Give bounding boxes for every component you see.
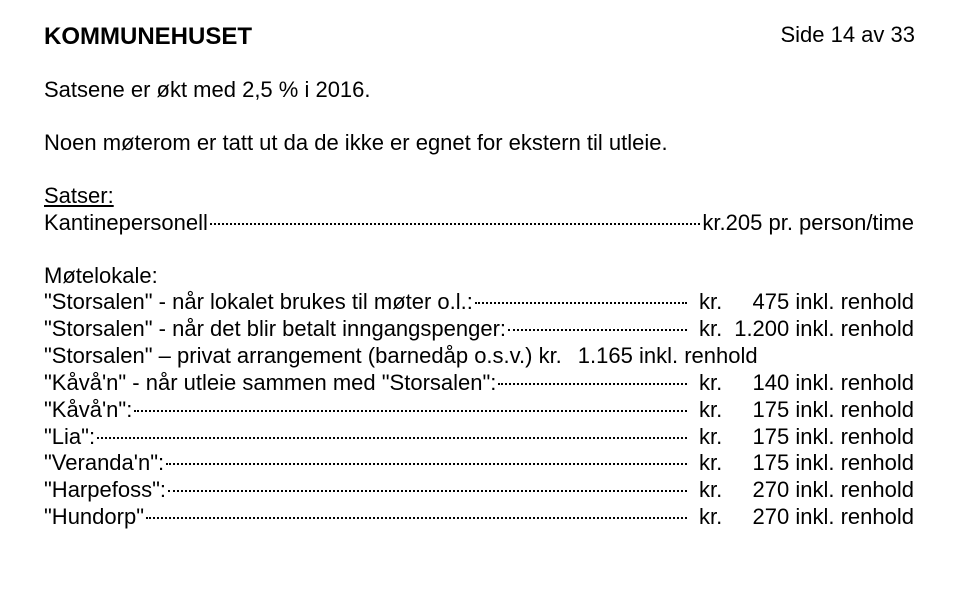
rate-unit: kr. (693, 450, 722, 477)
rate-row: "Hundorp" kr. 270 inkl. renhold (44, 504, 914, 531)
rates-section: Satser: Kantinepersonell kr. 205 pr. per… (44, 183, 915, 237)
intro-1: Satsene er økt med 2,5 % i 2016. (44, 77, 915, 104)
rate-unit: kr. (693, 289, 722, 316)
page-title: KOMMUNEHUSET (44, 22, 252, 51)
kantine-label: Kantinepersonell (44, 210, 208, 237)
rate-unit: kr. (693, 424, 722, 451)
rate-unit: kr. (693, 316, 722, 343)
rate-row: "Storsalen" - når lokalet brukes til møt… (44, 289, 914, 316)
rate-label: "Lia": (44, 424, 95, 451)
rate-label: "Harpefoss": (44, 477, 166, 504)
dot-leader (168, 490, 687, 492)
rate-price: 270 inkl. renhold (734, 477, 914, 504)
dot-leader (508, 329, 687, 331)
rate-price: 1.200 inkl. renhold (734, 316, 914, 343)
rate-price: 175 inkl. renhold (734, 450, 914, 477)
header-line: KOMMUNEHUSET Side 14 av 33 (44, 22, 915, 51)
rate-unit: kr. (693, 370, 722, 397)
rate-price: 175 inkl. renhold (734, 397, 914, 424)
rate-price: 140 inkl. renhold (734, 370, 914, 397)
rate-label: "Veranda'n": (44, 450, 164, 477)
rate-label: "Hundorp" (44, 504, 144, 531)
rate-row: "Storsalen" – privat arrangement (barned… (44, 343, 914, 370)
dot-leader (498, 383, 686, 385)
rates-label: Satser: (44, 183, 915, 210)
page-number: Side 14 av 33 (780, 22, 915, 49)
kantine-row: Kantinepersonell kr. 205 pr. person/time (44, 210, 914, 237)
rate-price: 1.165 inkl. renhold (578, 343, 758, 370)
rate-label: "Kåvå'n": (44, 397, 132, 424)
intro-2: Noen møterom er tatt ut da de ikke er eg… (44, 130, 915, 157)
rate-row: "Kåvå'n": kr. 175 inkl. renhold (44, 397, 914, 424)
rate-row: "Harpefoss": kr. 270 inkl. renhold (44, 477, 914, 504)
lokale-subheading: Møtelokale: (44, 263, 915, 290)
rate-row: "Kåvå'n" - når utleie sammen med "Storsa… (44, 370, 914, 397)
lokale-section: Møtelokale: "Storsalen" - når lokalet br… (44, 263, 915, 531)
rate-unit: kr. (693, 504, 722, 531)
rate-row: "Lia": kr. 175 inkl. renhold (44, 424, 914, 451)
dot-leader (134, 410, 687, 412)
rate-unit: kr. (693, 477, 722, 504)
dot-leader (210, 223, 701, 225)
rate-row: "Storsalen" - når det blir betalt inngan… (44, 316, 914, 343)
dot-leader (475, 302, 687, 304)
kantine-unit: kr. (702, 210, 725, 237)
dot-leader (166, 463, 687, 465)
rate-label: "Kåvå'n" - når utleie sammen med "Storsa… (44, 370, 496, 397)
rate-price: 270 inkl. renhold (734, 504, 914, 531)
dot-leader (146, 517, 687, 519)
kantine-tail: 205 pr. person/time (726, 210, 914, 237)
dot-leader (97, 437, 687, 439)
rate-row: "Veranda'n": kr. 175 inkl. renhold (44, 450, 914, 477)
rate-label: "Storsalen" - når lokalet brukes til møt… (44, 289, 473, 316)
document-page: KOMMUNEHUSET Side 14 av 33 Satsene er øk… (0, 0, 959, 595)
rate-label: "Storsalen" - når det blir betalt inngan… (44, 316, 506, 343)
rate-label: "Storsalen" – privat arrangement (barned… (44, 343, 562, 370)
rate-unit: kr. (693, 397, 722, 424)
rate-price: 175 inkl. renhold (734, 424, 914, 451)
rate-price: 475 inkl. renhold (734, 289, 914, 316)
